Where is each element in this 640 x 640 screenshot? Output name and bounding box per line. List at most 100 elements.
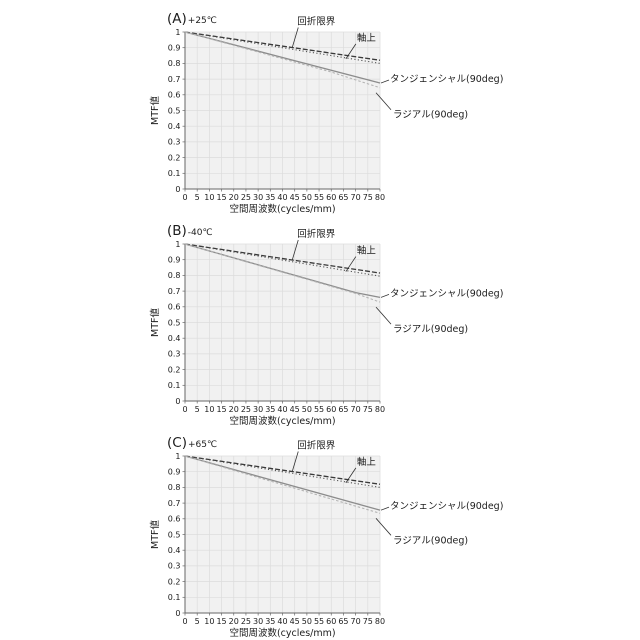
- x-tick-label: 15: [216, 617, 226, 626]
- y-tick-label: 0.6: [168, 515, 181, 524]
- series-label-tangential: タンジェンシャル(90deg): [390, 501, 503, 512]
- x-axis-title: 空間周波数(cycles/mm): [229, 203, 335, 215]
- y-tick-label: 0.4: [168, 334, 181, 343]
- x-axis-title: 空間周波数(cycles/mm): [229, 415, 335, 427]
- x-tick-label: 50: [302, 405, 312, 414]
- y-tick-label: 0: [175, 185, 180, 194]
- x-tick-label: 5: [195, 617, 200, 626]
- label-leader-radial: [375, 92, 392, 110]
- series-axial-line: [184, 31, 381, 64]
- series-radial-line: [184, 455, 381, 514]
- series-label-axial: 軸上: [357, 456, 377, 468]
- y-tick-label: 1: [175, 28, 180, 37]
- x-tick-label: 75: [363, 617, 373, 626]
- y-tick-label: 0.3: [168, 138, 181, 147]
- label-leader-axial: [345, 43, 357, 60]
- panel-title: (A)+25℃: [167, 11, 217, 27]
- x-tick-label: 35: [265, 617, 275, 626]
- chart-svg-1: 0 5 10 15 20 25 30 35 40 45 50 55 60 65 70 75 8010.90.80…: [149, 223, 503, 427]
- y-tick-label: 1: [175, 452, 180, 461]
- y-tick-label: 0.6: [168, 91, 181, 100]
- label-leader-radial: [375, 306, 392, 325]
- y-tick-label: 0.5: [168, 106, 181, 115]
- panel-letter: (C): [167, 435, 187, 451]
- x-tick-label: 40: [277, 193, 287, 202]
- y-tick-label: 0.6: [168, 303, 181, 312]
- x-tick-label: 65: [338, 405, 348, 414]
- label-leader-tangential: [380, 79, 390, 84]
- x-tick-label: 0: [182, 193, 187, 202]
- x-tick-label: 55: [314, 617, 324, 626]
- chart-svg-2: 0 5 10 15 20 25 30 35 40 45 50 55 60 65 70 75 8010.90.80…: [149, 435, 503, 639]
- tick-marks: [182, 243, 381, 404]
- y-tick-label: 0.9: [168, 256, 181, 265]
- series-label-radial: ラジアル(90deg): [393, 324, 468, 335]
- mtf-chart-panel-b: 0 5 10 15 20 25 30 35 40 45 50 55 60 65 70 75 80 1 0.9 0.8 0…: [0, 216, 640, 428]
- series-radial-line: [184, 31, 381, 89]
- y-tick-label: 0.1: [168, 593, 181, 602]
- mtf-chart-panel-c: 0 5 10 15 20 25 30 35 40 45 50 55 60 65 70 75 80 1 0.9 0.8 0…: [0, 428, 640, 640]
- x-tick-label: 45: [290, 617, 300, 626]
- x-tick-label: 55: [314, 193, 324, 202]
- y-tick-label: 0.9: [168, 44, 181, 53]
- x-tick-label: 80: [375, 405, 385, 414]
- y-tick-label: 0: [175, 397, 180, 406]
- y-tick-label: 0.4: [168, 546, 181, 555]
- panel-title: (C)+65℃: [167, 435, 217, 451]
- x-tick-label: 30: [253, 405, 263, 414]
- series-diffraction-line: [184, 455, 381, 485]
- series-radial-line: [184, 243, 381, 303]
- y-tick-label: 0.4: [168, 122, 181, 131]
- x-tick-label: 70: [351, 405, 361, 414]
- x-tick-label: 10: [204, 617, 214, 626]
- label-leader-diffraction: [291, 451, 299, 472]
- y-axis-title: MTF値: [149, 96, 161, 125]
- y-tick-label: 0.1: [168, 169, 181, 178]
- label-leader-tangential: [380, 506, 390, 511]
- series-label-axial: 軸上: [357, 32, 377, 44]
- panel-letter: (B): [167, 223, 187, 239]
- y-tick-label: 0.2: [168, 365, 181, 374]
- x-tick-label: 60: [326, 617, 336, 626]
- x-tick-label: 20: [229, 193, 239, 202]
- x-tick-label: 55: [314, 405, 324, 414]
- x-tick-label: 50: [302, 617, 312, 626]
- x-tick-label: 15: [216, 405, 226, 414]
- panel-temperature: -40℃: [188, 228, 213, 238]
- y-axis-title: MTF値: [149, 308, 161, 337]
- y-tick-label: 0.1: [168, 381, 181, 390]
- x-tick-label: 30: [253, 617, 263, 626]
- label-leader-axial: [345, 467, 357, 484]
- y-tick-label: 0.3: [168, 562, 181, 571]
- x-tick-label: 5: [195, 193, 200, 202]
- x-tick-label: 50: [302, 193, 312, 202]
- y-tick-label: 0.7: [168, 75, 181, 84]
- series-label-diffraction: 回折限界: [297, 440, 336, 452]
- y-tick-label: 0.2: [168, 153, 181, 162]
- y-tick-label: 0.8: [168, 271, 181, 280]
- x-tick-label: 10: [204, 193, 214, 202]
- x-tick-label: 80: [375, 617, 385, 626]
- x-axis-title: 空間周波数(cycles/mm): [229, 627, 335, 639]
- x-tick-label: 0: [182, 405, 187, 414]
- label-leader-axial: [345, 256, 357, 272]
- series-label-axial: 軸上: [357, 245, 377, 257]
- y-tick-label: 0.7: [168, 499, 181, 508]
- y-tick-label: 0.5: [168, 530, 181, 539]
- x-tick-label: 35: [265, 193, 275, 202]
- series-label-radial: ラジアル(90deg): [393, 110, 468, 121]
- y-axis-title: MTF値: [149, 520, 161, 549]
- x-tick-label: 40: [277, 405, 287, 414]
- series-diffraction-line: [184, 243, 381, 274]
- series-diffraction-line: [184, 31, 381, 61]
- label-leader-radial: [375, 518, 392, 536]
- label-leader-diffraction: [291, 239, 299, 261]
- x-tick-label: 25: [241, 405, 251, 414]
- x-tick-label: 70: [351, 617, 361, 626]
- x-tick-label: 25: [241, 617, 251, 626]
- x-tick-label: 75: [363, 193, 373, 202]
- panel-letter: (A): [167, 11, 187, 27]
- y-tick-label: 0.9: [168, 468, 181, 477]
- chart-svg-0: 0 5 10 15 20 25 30 35 40 45 50 55 60 65 70 75 8010.90.80…: [149, 11, 503, 215]
